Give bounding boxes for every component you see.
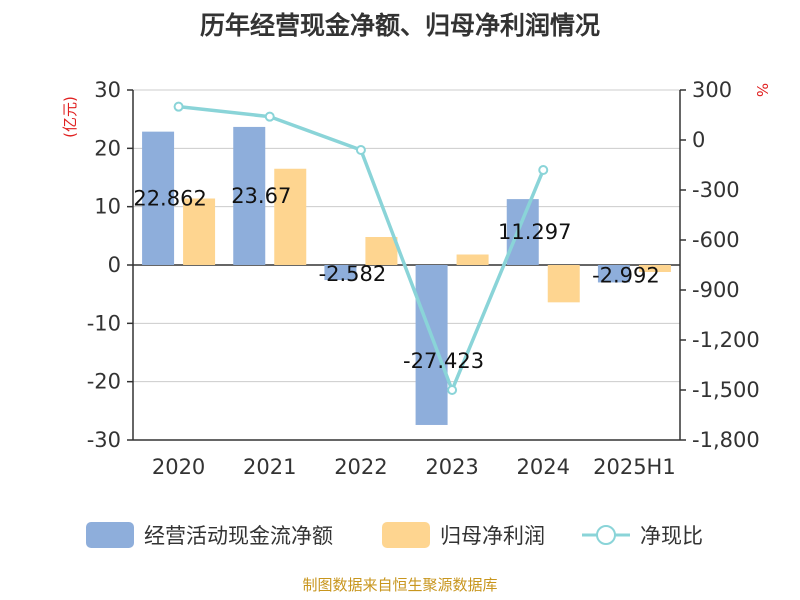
left-axis-tick-label: -30 xyxy=(87,428,121,452)
cashflow-bar xyxy=(324,265,357,281)
line-series xyxy=(173,101,549,395)
left-axis-tick-label: 20 xyxy=(94,136,121,160)
ratio-point xyxy=(447,385,458,395)
right-axis-tick-label: -1,500 xyxy=(692,378,760,402)
right-axis-tick-label: -1,800 xyxy=(692,428,760,452)
left-axis-unit: (亿元) xyxy=(61,96,79,138)
cashflow-bar xyxy=(415,265,448,425)
legend-item[interactable]: 归母净利润 xyxy=(382,522,545,548)
bar-data-label: 11.297 xyxy=(498,220,571,244)
bar-data-label: 23.67 xyxy=(231,184,291,208)
right-axis-tick-label: 300 xyxy=(692,78,732,102)
legend-label: 净现比 xyxy=(640,524,703,548)
left-axis-tick-label: 10 xyxy=(94,195,121,219)
legend-label: 经营活动现金流净额 xyxy=(144,524,333,548)
bar-series xyxy=(142,126,671,425)
net-profit-bar xyxy=(183,198,216,265)
x-axis-tick-label: 2020 xyxy=(152,455,205,479)
legend-swatch xyxy=(382,522,430,548)
cashflow-bar xyxy=(233,126,266,265)
legend-swatch-marker xyxy=(596,525,616,545)
right-axis-tick-label: -1,200 xyxy=(692,328,760,352)
left-axis-tick-label: 30 xyxy=(94,78,121,102)
net-profit-bar xyxy=(547,265,580,303)
x-axis-tick-label: 2021 xyxy=(243,455,296,479)
legend-item[interactable]: 净现比 xyxy=(582,524,703,548)
chart-title: 历年经营现金净额、归母净利润情况 xyxy=(200,11,600,40)
legend[interactable]: 经营活动现金流净额 归母净利润 净现比 xyxy=(86,522,703,548)
cashflow-bar xyxy=(142,131,175,265)
legend-swatch xyxy=(86,522,134,548)
left-axis-tick-label: -10 xyxy=(87,311,121,335)
cashflow-bar xyxy=(506,199,539,265)
right-axis-tick-label: -300 xyxy=(692,178,740,202)
left-axis-tick-label: 0 xyxy=(108,253,121,277)
bar-data-label: -27.423 xyxy=(403,349,484,373)
net-profit-bar xyxy=(456,254,489,265)
ratio-point xyxy=(173,101,184,112)
bar-data-label: 22.862 xyxy=(133,186,206,210)
legend-label: 归母净利润 xyxy=(440,524,545,548)
data-labels: 22.862 23.67 -2.582 -27.423 11.297 -2.992 xyxy=(133,184,659,373)
x-axis-tick-label: 2022 xyxy=(334,455,387,479)
cashflow-bar xyxy=(597,265,630,283)
legend-item[interactable]: 经营活动现金流净额 xyxy=(86,522,333,548)
left-axis-tick-label: -20 xyxy=(87,370,121,394)
net-profit-bar xyxy=(274,168,307,265)
x-axis-tick-label: 2023 xyxy=(425,455,478,479)
right-axis-tick-label: -900 xyxy=(692,278,740,302)
x-axis-tick-label: 2025H1 xyxy=(593,455,676,479)
right-axis-tick-label: -600 xyxy=(692,228,740,252)
bar-data-label: -2.992 xyxy=(592,263,660,287)
ratio-point xyxy=(355,145,366,155)
ratio-point xyxy=(538,165,549,175)
source-note: 制图数据来自恒生聚源数据库 xyxy=(302,576,497,594)
ratio-point xyxy=(264,111,275,122)
right-axis-unit: % xyxy=(753,83,771,97)
bar-data-label: -2.582 xyxy=(319,262,387,286)
x-axis-tick-label: 2024 xyxy=(517,455,570,479)
axes: 30 20 10 0 -10 -20 -30 300 0 -300 -600 -900 -1,200 -1… xyxy=(87,78,760,479)
net-profit-bar xyxy=(638,265,671,272)
net-profit-bar xyxy=(365,237,398,265)
right-axis-tick-label: 0 xyxy=(692,128,705,152)
